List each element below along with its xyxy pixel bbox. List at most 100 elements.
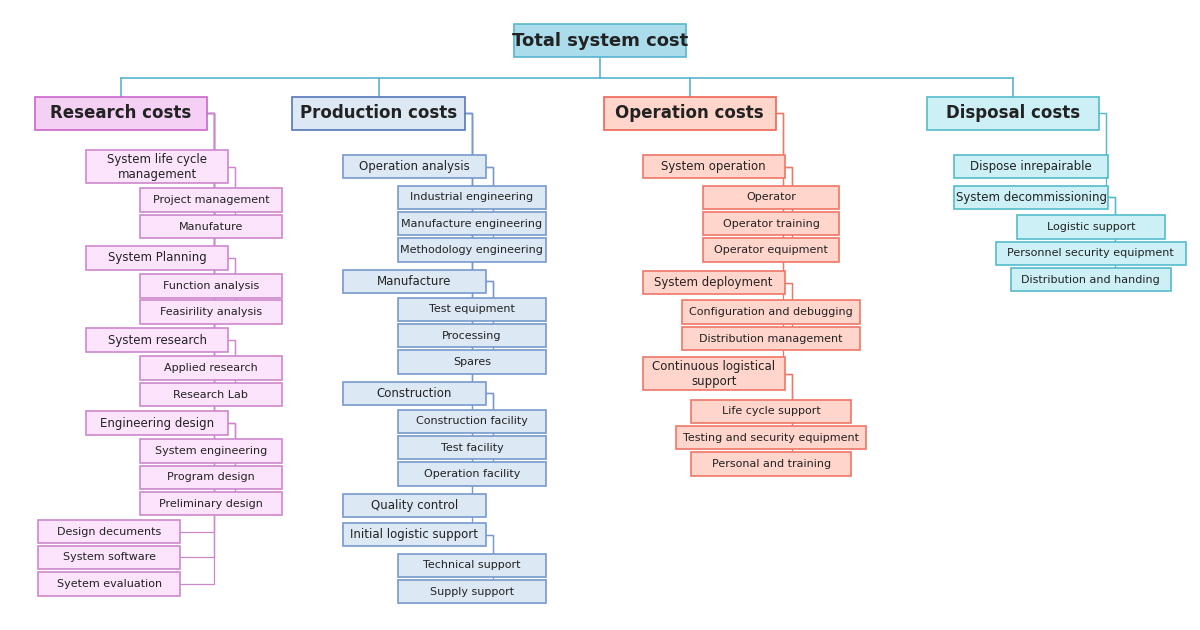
Text: Logistic support: Logistic support (1046, 222, 1135, 232)
Text: Life cycle support: Life cycle support (722, 406, 821, 416)
Text: System decommissioning: System decommissioning (955, 191, 1106, 204)
Text: Operator training: Operator training (722, 219, 820, 229)
FancyBboxPatch shape (343, 270, 486, 293)
FancyBboxPatch shape (397, 212, 546, 236)
FancyBboxPatch shape (703, 238, 840, 262)
Text: Program design: Program design (167, 472, 254, 483)
Text: Construction facility: Construction facility (416, 416, 528, 427)
FancyBboxPatch shape (676, 426, 866, 449)
FancyBboxPatch shape (85, 411, 228, 435)
FancyBboxPatch shape (691, 399, 852, 423)
FancyBboxPatch shape (926, 97, 1099, 130)
FancyBboxPatch shape (397, 186, 546, 209)
Text: Test facility: Test facility (440, 443, 503, 453)
FancyBboxPatch shape (85, 328, 228, 352)
Text: Manufature: Manufature (179, 222, 244, 231)
FancyBboxPatch shape (642, 357, 785, 391)
Text: Dispose inrepairable: Dispose inrepairable (970, 160, 1092, 173)
Text: Function analysis: Function analysis (163, 281, 259, 291)
FancyBboxPatch shape (139, 188, 282, 212)
FancyBboxPatch shape (139, 439, 282, 463)
Text: System engineering: System engineering (155, 446, 268, 456)
FancyBboxPatch shape (139, 215, 282, 238)
FancyBboxPatch shape (293, 97, 464, 130)
Text: Project management: Project management (152, 195, 269, 205)
Text: Production costs: Production costs (300, 105, 457, 122)
Text: Design decuments: Design decuments (58, 527, 161, 537)
Text: Manufacture engineering: Manufacture engineering (401, 219, 542, 229)
FancyBboxPatch shape (954, 155, 1109, 178)
Text: Preliminary design: Preliminary design (158, 499, 263, 509)
FancyBboxPatch shape (343, 155, 486, 178)
FancyBboxPatch shape (703, 186, 840, 209)
Text: Applied research: Applied research (164, 364, 258, 373)
FancyBboxPatch shape (397, 238, 546, 262)
Text: System research: System research (108, 334, 206, 347)
Text: System deployment: System deployment (654, 276, 773, 289)
Text: Initial logistic support: Initial logistic support (350, 528, 479, 541)
Text: Quality control: Quality control (371, 499, 458, 512)
FancyBboxPatch shape (397, 462, 546, 486)
Text: Spares: Spares (452, 357, 491, 367)
FancyBboxPatch shape (642, 271, 785, 294)
Text: Supply support: Supply support (430, 587, 514, 597)
Text: Personnel security equipment: Personnel security equipment (1008, 248, 1175, 258)
FancyBboxPatch shape (703, 212, 840, 236)
Text: Distribution management: Distribution management (700, 333, 842, 343)
Text: Continuous logistical
support: Continuous logistical support (652, 360, 775, 388)
FancyBboxPatch shape (139, 466, 282, 489)
FancyBboxPatch shape (682, 301, 860, 324)
Text: Distribution and handing: Distribution and handing (1021, 275, 1160, 285)
FancyBboxPatch shape (139, 383, 282, 406)
FancyBboxPatch shape (954, 186, 1109, 209)
FancyBboxPatch shape (343, 523, 486, 546)
FancyBboxPatch shape (343, 382, 486, 405)
Text: System life cycle
management: System life cycle management (107, 152, 208, 181)
FancyBboxPatch shape (682, 327, 860, 350)
FancyBboxPatch shape (1016, 215, 1165, 239)
FancyBboxPatch shape (1010, 268, 1171, 292)
FancyBboxPatch shape (343, 494, 486, 517)
FancyBboxPatch shape (642, 155, 785, 178)
Text: Operation facility: Operation facility (424, 469, 520, 479)
FancyBboxPatch shape (996, 242, 1186, 265)
FancyBboxPatch shape (85, 246, 228, 270)
Text: Research Lab: Research Lab (174, 389, 248, 399)
Text: Engineering design: Engineering design (100, 416, 214, 430)
Text: Total system cost: Total system cost (512, 32, 688, 50)
Text: Disposal costs: Disposal costs (946, 105, 1080, 122)
Text: Operation costs: Operation costs (616, 105, 764, 122)
Text: Test equipment: Test equipment (428, 304, 515, 314)
Text: Technical support: Technical support (424, 560, 521, 570)
Text: System software: System software (62, 553, 156, 563)
FancyBboxPatch shape (397, 436, 546, 459)
FancyBboxPatch shape (397, 324, 546, 348)
FancyBboxPatch shape (691, 452, 852, 476)
Text: Industrial engineering: Industrial engineering (410, 192, 534, 202)
Text: Personal and training: Personal and training (712, 459, 830, 469)
Text: Feasirility analysis: Feasirility analysis (160, 307, 262, 317)
FancyBboxPatch shape (38, 520, 180, 544)
Text: Research costs: Research costs (50, 105, 192, 122)
Text: Configuration and debugging: Configuration and debugging (689, 307, 853, 317)
FancyBboxPatch shape (38, 546, 180, 570)
Text: Operation analysis: Operation analysis (359, 160, 470, 173)
FancyBboxPatch shape (139, 357, 282, 380)
FancyBboxPatch shape (85, 150, 228, 183)
FancyBboxPatch shape (139, 274, 282, 297)
FancyBboxPatch shape (604, 97, 776, 130)
FancyBboxPatch shape (139, 492, 282, 515)
FancyBboxPatch shape (397, 350, 546, 374)
Text: Operator: Operator (746, 192, 796, 202)
FancyBboxPatch shape (397, 410, 546, 433)
Text: Syetem evaluation: Syetem evaluation (56, 579, 162, 589)
Text: Processing: Processing (442, 331, 502, 341)
FancyBboxPatch shape (139, 301, 282, 324)
FancyBboxPatch shape (397, 297, 546, 321)
Text: System Planning: System Planning (108, 251, 206, 265)
Text: Operator equipment: Operator equipment (714, 245, 828, 255)
FancyBboxPatch shape (35, 97, 208, 130)
FancyBboxPatch shape (397, 580, 546, 604)
FancyBboxPatch shape (397, 554, 546, 577)
FancyBboxPatch shape (514, 24, 686, 57)
